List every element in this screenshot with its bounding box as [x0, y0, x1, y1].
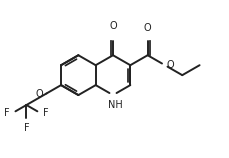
Text: O: O [35, 89, 43, 99]
Text: O: O [143, 23, 151, 33]
Text: F: F [24, 124, 29, 134]
Text: F: F [4, 108, 10, 118]
Text: F: F [43, 108, 48, 118]
Text: NH: NH [108, 100, 123, 110]
Text: O: O [166, 60, 174, 70]
Text: O: O [109, 21, 116, 31]
